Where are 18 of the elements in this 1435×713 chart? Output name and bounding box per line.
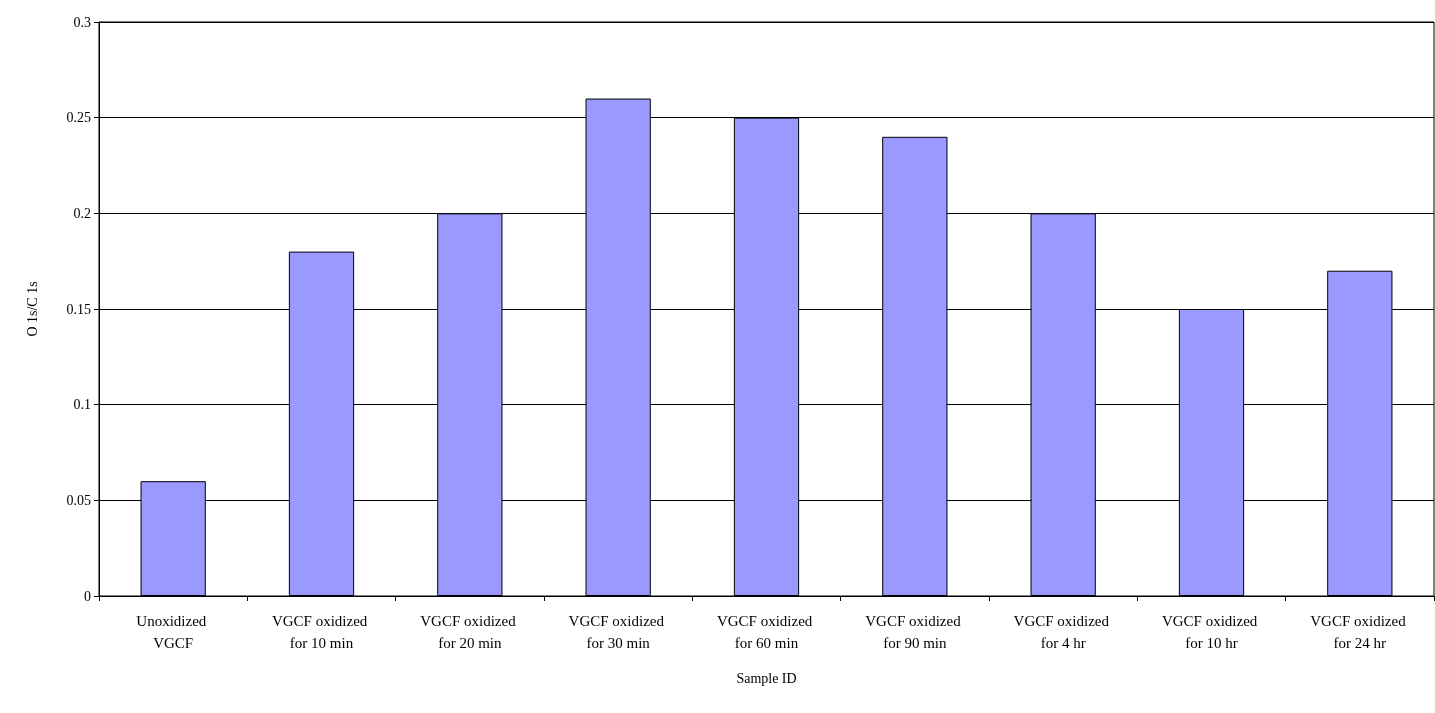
y-tick-label: 0.2 — [73, 205, 91, 221]
x-tick-label: VGCF oxidized for 30 min — [568, 613, 668, 651]
x-tick-label: VGCF oxidized for 4 hr — [1013, 613, 1113, 651]
x-tick-label: VGCF oxidized for 10 hr — [1161, 613, 1262, 651]
x-tick-label: VGCF oxidized for 20 min — [420, 613, 520, 651]
x-tick-label: VGCF oxidized for 90 min — [865, 613, 965, 651]
x-tick-label: Unoxidized VGCF — [136, 613, 211, 651]
y-tick-label: 0 — [84, 588, 91, 604]
x-axis-title: Sample ID — [736, 670, 797, 686]
y-axis-title: O 1s/C 1s — [24, 281, 40, 337]
y-tick-label: 0.1 — [73, 397, 91, 413]
y-tick-label: 0.25 — [66, 110, 91, 126]
x-tick-label: VGCF oxidized for 10 min — [271, 613, 372, 651]
y-tick-label: 0.05 — [66, 492, 91, 508]
y-tick-label: 0.15 — [66, 301, 91, 317]
x-tick-label: VGCF oxidized for 60 min — [716, 613, 817, 651]
y-tick-label: 0.3 — [73, 14, 91, 30]
x-tick-label: VGCF oxidized for 24 hr — [1310, 613, 1410, 651]
